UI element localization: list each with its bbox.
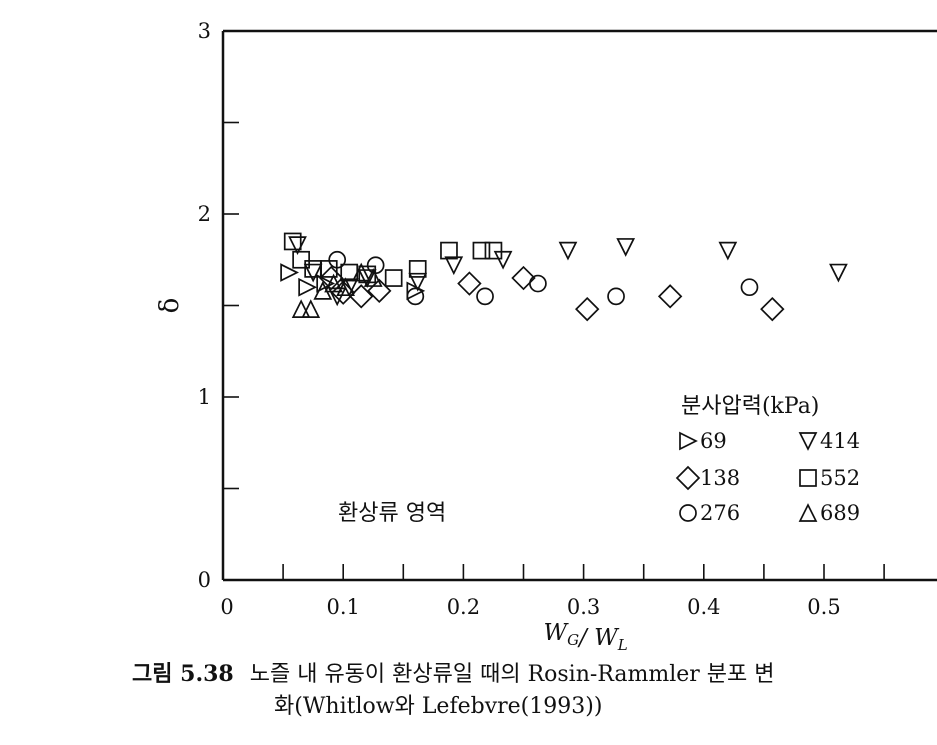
figure-caption: 그림 5.38 노즐 내 유동이 환상류일 때의 Rosin-Rammler 분포… [132,658,932,723]
data-point-414 [493,250,513,270]
legend-marker-552 [799,469,817,487]
y-axis-label: δ [155,298,185,314]
x-axis-label: WG/ WL [543,620,627,654]
data-point-552 [408,260,427,278]
data-point-414 [327,287,347,307]
y-tick-label: 1 [198,385,211,409]
x-tick-label: 0.1 [326,595,359,619]
caption-line-1: 그림 5.38 노즐 내 유동이 환상류일 때의 Rosin-Rammler 분포… [132,658,932,691]
caption-number: 그림 5.38 [132,661,234,687]
data-point-276 [476,287,494,306]
x-tick-label: 0.3 [567,595,600,619]
legend-label-552: 552 [820,466,860,490]
data-point-138 [575,296,600,322]
y-tick-label: 3 [198,19,211,43]
data-point-276 [607,287,625,306]
caption-line-2: 화(Whitlow와 Lefebvre(1993)) [274,694,603,719]
series-138 [318,265,785,322]
y-tick-label: 2 [198,202,211,226]
x-tick-label: 0 [220,595,233,619]
data-point-414 [339,278,359,298]
data-point-276 [529,274,547,293]
data-point-138 [349,284,374,309]
data-point-552 [484,241,503,260]
data-point-552 [440,241,458,260]
data-point-414 [288,236,307,256]
data-point-69 [280,263,300,282]
data-point-414 [558,241,578,261]
data-point-689 [363,268,383,287]
data-point-689 [351,262,371,282]
data-point-276 [406,287,425,306]
data-point-414 [357,269,377,288]
legend-marker-69 [679,431,698,451]
data-point-552 [319,260,338,278]
legend-marker-276 [679,504,697,522]
data-point-689 [336,277,355,297]
data-point-552 [283,232,302,251]
legend-entry-276: 276 [679,501,740,525]
data-point-552 [472,241,491,260]
data-point-138 [760,296,785,322]
legend-marker-414 [798,432,818,451]
legend-marker-138 [675,465,701,491]
data-point-414 [408,272,428,292]
caption-text-1: 노즐 내 유동이 환상류일 때의 Rosin-Rammler 분포 변 [249,662,775,687]
legend-marker-689 [798,503,818,522]
legend-label-69: 69 [700,429,727,453]
legend-entry-138: 138 [675,465,740,491]
data-point-69 [298,277,318,297]
legend-label-138: 138 [700,466,740,490]
legend-label-414: 414 [820,429,860,453]
region-annotation: 환상류 영역 [338,501,446,526]
x-tick-label: 0.4 [687,595,720,619]
legend-label-689: 689 [820,501,860,525]
data-point-414 [303,263,323,283]
data-point-414 [829,263,848,283]
legend-label-276: 276 [700,501,740,525]
legend-title: 분사압력(kPa) [681,394,819,419]
data-point-138 [367,278,392,304]
data-point-138 [657,284,683,309]
data-point-276 [740,278,759,297]
data-point-552 [292,250,310,269]
data-point-414 [616,238,636,257]
data-point-552 [384,269,403,287]
series-689 [291,262,383,319]
data-point-689 [291,299,311,319]
data-point-138 [511,265,536,291]
y-tick-label: 0 [198,568,211,592]
data-point-689 [324,273,343,293]
data-point-689 [301,299,321,319]
x-tick-label: 0.5 [807,595,840,619]
series-276 [328,250,759,306]
data-point-138 [457,271,482,296]
legend-entry-414: 414 [798,429,860,453]
data-point-414 [718,241,738,261]
legend-entry-552: 552 [799,466,860,490]
data-point-414 [444,256,464,276]
data-point-69 [406,281,426,301]
legend-entry-69: 69 [679,429,727,453]
x-tick-label: 0.2 [447,595,480,619]
legend-entry-689: 689 [798,501,860,525]
